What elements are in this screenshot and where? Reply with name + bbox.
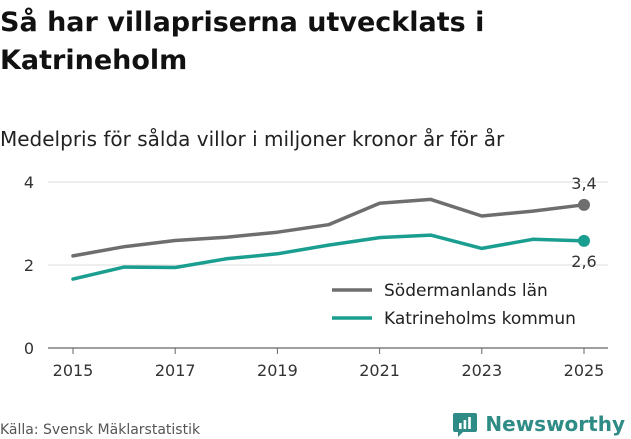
legend-label-1: Katrineholms kommun (384, 309, 576, 329)
grid-lines (48, 181, 608, 349)
x-axis: 2015 2017 2019 2021 2023 2025 (53, 348, 605, 380)
x-tick-label: 2021 (359, 361, 400, 380)
y-axis: 0 2 4 (24, 173, 34, 358)
line-chart: 0 2 4 2015 2017 2019 2021 2023 2025 3,4 2,6 Söde… (24, 173, 608, 380)
newsworthy-logo-icon (453, 413, 478, 437)
series-end-point-0 (578, 198, 590, 211)
y-tick-label: 2 (24, 256, 34, 275)
series-lines: 3,4 2,6 (71, 174, 597, 281)
series-line-0 (71, 197, 586, 258)
brand-name: Newsworthy (485, 412, 625, 436)
x-tick-label: 2019 (257, 361, 298, 380)
source-text: Källa: Svensk Mäklarstatistik (0, 422, 201, 438)
series-line-1 (71, 233, 586, 281)
y-tick-label: 0 (24, 339, 34, 358)
legend-label-0: Södermanlands län (384, 281, 548, 301)
x-tick-label: 2025 (564, 361, 605, 380)
x-tick-label: 2023 (461, 361, 502, 380)
x-tick-label: 2015 (53, 361, 94, 380)
series-end-point-1 (578, 234, 590, 247)
chart-subtitle: Medelpris för sålda villor i miljoner kr… (0, 127, 505, 151)
series-end-label-0: 3,4 (571, 174, 596, 193)
brand-logo[interactable]: Newsworthy (453, 410, 625, 438)
chart-title: Så har villapriserna utvecklats i Katrin… (0, 7, 485, 76)
legend: Södermanlands län Katrineholms kommun (332, 281, 576, 329)
x-tick-label: 2017 (155, 361, 196, 380)
y-tick-label: 4 (24, 173, 34, 192)
series-end-label-1: 2,6 (571, 252, 596, 271)
